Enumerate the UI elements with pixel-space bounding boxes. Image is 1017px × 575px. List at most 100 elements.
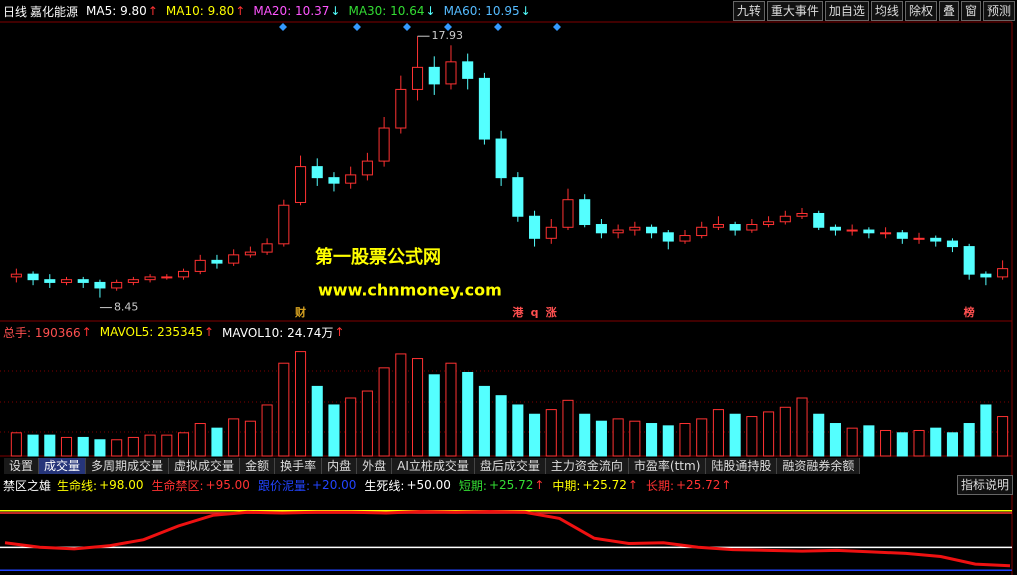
- tab[interactable]: 外盘: [357, 458, 393, 474]
- legend-value: MAVOL10: 24.74万: [222, 325, 334, 340]
- watermark: 第一股票公式网: [315, 246, 441, 268]
- volume-bar: [662, 425, 674, 457]
- candle-body: [746, 224, 758, 231]
- volume-bar: [930, 427, 942, 457]
- candle-body: [629, 226, 641, 231]
- volume-bar: [512, 404, 524, 457]
- candle-body: [763, 221, 775, 226]
- tab[interactable]: 融资融券余额: [777, 458, 861, 474]
- event-label: 涨: [546, 305, 557, 319]
- candle-body: [177, 270, 190, 278]
- tab[interactable]: 金额: [240, 458, 276, 474]
- info-markers: [279, 23, 561, 31]
- candle-body: [963, 246, 975, 275]
- candle-body: [60, 279, 73, 283]
- tab[interactable]: 内盘: [322, 458, 358, 474]
- legend-arrow: ↓: [330, 4, 341, 18]
- tab[interactable]: 主力资金流向: [545, 458, 629, 474]
- legend-name: 生命禁区:: [151, 478, 204, 493]
- volume-bar: [478, 385, 490, 457]
- candle-body: [478, 77, 490, 140]
- legend-arrow: ↓: [520, 4, 531, 18]
- period[interactable]: 日线: [3, 4, 28, 19]
- candle-body: [211, 259, 223, 264]
- volume-bar: [612, 418, 624, 457]
- toolbar-button[interactable]: 叠: [938, 1, 959, 21]
- tab[interactable]: 多周期成交量: [86, 458, 170, 474]
- volume-bar: [629, 420, 641, 457]
- volume-bar: [328, 404, 340, 457]
- candle-body: [111, 281, 123, 289]
- volume-bar: [261, 404, 273, 457]
- volume-bar: [679, 423, 691, 457]
- candle-body: [361, 160, 373, 176]
- tab[interactable]: 盘后成交量: [474, 458, 546, 474]
- candle-body: [311, 166, 323, 179]
- candle-body: [729, 224, 741, 231]
- candle-body: [127, 279, 139, 283]
- volume-bar: [462, 371, 474, 457]
- candle-body: [646, 226, 658, 234]
- toolbar-button[interactable]: 窗: [960, 1, 981, 21]
- candle-body: [94, 281, 106, 289]
- legend-value: MA30: 10.64: [348, 4, 425, 18]
- legend-value: MA10: 9.80: [165, 4, 235, 18]
- candle-body: [679, 235, 691, 242]
- legend-value: MA20: 10.37: [253, 4, 330, 18]
- tab[interactable]: 市盈率(ttm): [628, 458, 707, 474]
- candle-body: [612, 229, 624, 234]
- indicator-legend: 禁区之雄 生命线: +98.00 生命禁区: +95.00 跟价泥量: +20.00 生死线:…: [3, 477, 739, 493]
- tabs: 设置 成交量 多周期成交量 虚拟成交量 金额 换手率 内盘 外盘 AI立桩成交量 盘后成交量 主力资…: [4, 458, 861, 474]
- candle-body: [712, 224, 724, 228]
- toolbar-button[interactable]: 九转: [732, 1, 765, 21]
- toolbar-button[interactable]: 加自选: [824, 1, 869, 21]
- candle-body: [946, 240, 958, 248]
- volume-bar: [529, 413, 541, 457]
- tab[interactable]: AI立桩成交量: [392, 458, 475, 474]
- candle-body: [44, 279, 56, 283]
- volume-bar: [378, 367, 390, 457]
- volume-bar: [27, 434, 39, 457]
- volume-bar: [712, 409, 724, 457]
- volume-bar: [997, 416, 1009, 457]
- volume-bar: [946, 432, 958, 457]
- legend-name: 短期:: [458, 478, 487, 493]
- candle-body: [495, 138, 507, 179]
- legend-arrow: ↑: [203, 325, 215, 339]
- legend-arrow: ↑: [147, 4, 158, 18]
- candle-body: [696, 226, 708, 237]
- tab[interactable]: 陆股通持股: [706, 458, 778, 474]
- volume-bar: [60, 436, 73, 457]
- help-button[interactable]: 指标说明: [956, 475, 1013, 495]
- tab[interactable]: 成交量: [39, 458, 87, 474]
- candle-body: [813, 212, 825, 228]
- volume-bar: [412, 358, 424, 457]
- toolbar-button[interactable]: 除权: [904, 1, 937, 21]
- candle-body: [829, 226, 841, 231]
- toolbar-button[interactable]: 重大事件: [766, 1, 823, 21]
- legend-value: +25.72: [582, 478, 627, 492]
- legend-value: +95.00: [205, 478, 250, 492]
- volume-bar: [863, 425, 875, 457]
- volume-bar: [10, 432, 22, 457]
- volume-bar: [395, 353, 407, 457]
- volume-legend: 总手: 190366 ↑ MAVOL5: 235345 ↑ MAVOL10: 24.74…: [3, 324, 353, 340]
- event-label: q: [531, 306, 539, 319]
- volume-bar: [545, 409, 557, 457]
- volume-bar: [144, 434, 156, 457]
- volume-bar: [963, 423, 975, 457]
- toolbar-button[interactable]: 预测: [982, 1, 1015, 21]
- volume-bar: [896, 432, 908, 457]
- volume-bar: [696, 418, 708, 457]
- event-label: 财: [294, 305, 306, 319]
- candle-body: [194, 259, 206, 272]
- toolbar-button[interactable]: 均线: [870, 1, 903, 21]
- volume-bar: [445, 362, 457, 457]
- tab[interactable]: 虚拟成交量: [169, 458, 241, 474]
- indicator-title: 禁区之雄: [3, 478, 52, 493]
- tab[interactable]: 设置: [4, 458, 40, 474]
- candle-body: [512, 177, 524, 217]
- tab[interactable]: 换手率: [275, 458, 323, 474]
